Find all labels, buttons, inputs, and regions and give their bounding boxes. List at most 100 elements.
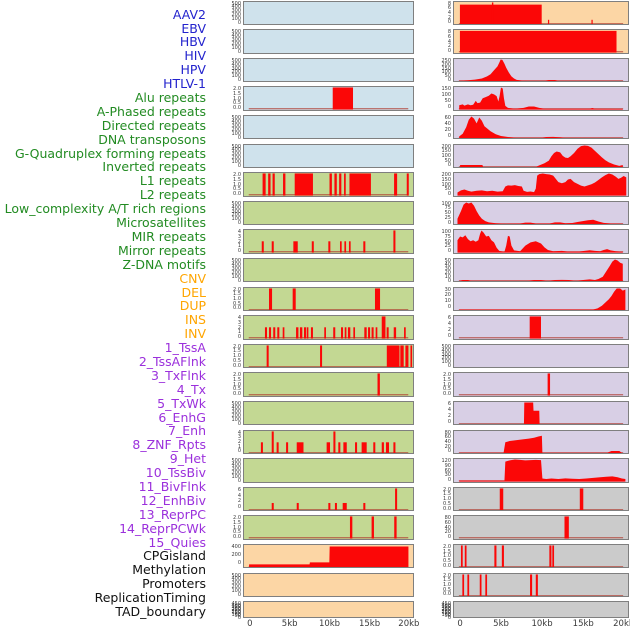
y-tick-label: 0 xyxy=(237,504,241,511)
y-tick-label: 400 xyxy=(231,462,241,469)
y-tick-label: 50 xyxy=(444,210,451,217)
y-tick-label: 1.0 xyxy=(233,524,241,531)
y-tick-label: 2.0 xyxy=(443,543,451,550)
y-tick-label: 2 xyxy=(447,43,451,50)
track-label: Promoters xyxy=(142,576,206,592)
y-tick-label: 500 xyxy=(231,200,241,207)
track-panel xyxy=(243,543,414,569)
track-panel xyxy=(453,343,629,369)
y-tick-label: 0 xyxy=(447,363,451,370)
y-axis-ticks: 2.0 1.5 1.0 0.5 0.0 xyxy=(214,372,241,397)
y-tick-label: 300 xyxy=(231,151,241,158)
y-tick-label: 150 xyxy=(441,176,451,183)
y-tick-label: 250 xyxy=(441,57,451,64)
track-panel xyxy=(453,458,629,483)
y-tick-label: 0 xyxy=(237,477,241,484)
y-tick-label: 0.0 xyxy=(233,362,241,369)
y-tick-label: 2.0 xyxy=(233,372,241,379)
y-axis-ticks: 2.0 1.5 1.0 0.5 0.0 xyxy=(214,287,241,312)
track-panel xyxy=(453,229,629,254)
track-data-plot xyxy=(458,545,624,568)
track-label: HTLV-1 xyxy=(163,76,206,92)
x-tick-label: 10kb xyxy=(531,618,553,629)
y-tick-label: 1.5 xyxy=(443,577,451,584)
y-tick-label: 0 xyxy=(237,20,241,27)
track-panel xyxy=(453,315,629,340)
y-axis-ticks: 120 90 60 30 0 xyxy=(424,458,451,483)
y-tick-label: 50 xyxy=(444,238,451,245)
y-axis-ticks: 250 200 150 100 50 0 xyxy=(424,57,451,84)
y-tick-label: 0 xyxy=(237,615,241,622)
y-tick-label: 500 xyxy=(231,143,241,150)
y-tick-label: 200 xyxy=(231,469,241,476)
y-tick-label: 0.0 xyxy=(233,190,241,197)
y-tick-label: 0 xyxy=(447,162,451,169)
track-panel xyxy=(453,486,629,512)
track-label: Directed repeats xyxy=(101,117,206,133)
track-label: ReplicationTiming xyxy=(94,590,206,606)
y-tick-label: 2.0 xyxy=(443,572,451,579)
y-tick-label: 200 xyxy=(441,143,451,150)
y-tick-label: 100 xyxy=(231,273,241,280)
y-tick-label: 100 xyxy=(231,216,241,223)
y-tick-label: 4 xyxy=(237,315,241,322)
track-panel xyxy=(453,114,629,140)
y-tick-label: 300 xyxy=(231,208,241,215)
y-tick-label: 0 xyxy=(237,333,241,340)
y-tick-label: 0 xyxy=(237,48,241,55)
y-tick-label: 400 xyxy=(231,33,241,40)
y-tick-label: 1.0 xyxy=(233,381,241,388)
y-tick-label: 60 xyxy=(444,434,451,441)
y-axis-ticks: 2.0 1.5 1.0 0.5 0.0 xyxy=(424,372,451,397)
y-tick-label: 6 xyxy=(447,5,451,12)
y-tick-label: 25 xyxy=(444,214,451,221)
track-label: Microsatellites xyxy=(116,215,206,231)
y-tick-label: 200 xyxy=(231,155,241,162)
y-tick-label: 500 xyxy=(231,57,241,64)
y-tick-label: 1.5 xyxy=(233,377,241,384)
y-tick-label: 100 xyxy=(231,130,241,137)
y-axis-ticks: 100 75 50 25 0 xyxy=(424,201,451,226)
y-tick-label: 400 xyxy=(231,4,241,11)
y-tick-label: 400 xyxy=(231,118,241,125)
y-tick-label: 0 xyxy=(237,448,241,455)
track-panel xyxy=(243,400,414,426)
y-tick-label: 4 xyxy=(447,9,451,16)
track-label: TAD_boundary xyxy=(115,603,206,619)
y-tick-label: 40 xyxy=(444,524,451,531)
track-data-plot xyxy=(244,30,413,53)
y-tick-label: 100 xyxy=(231,588,241,595)
y-tick-label: 0.0 xyxy=(443,505,451,512)
y-tick-label: 100 xyxy=(441,359,451,366)
track-panel xyxy=(243,257,414,283)
y-tick-label: 0 xyxy=(237,134,241,141)
y-tick-label: 40 xyxy=(444,438,451,445)
y-tick-label: 6 xyxy=(447,400,451,407)
y-tick-label: 0.5 xyxy=(233,529,241,536)
track-panel xyxy=(453,29,629,54)
y-axis-ticks: 2.0 1.5 1.0 0.5 0.0 xyxy=(214,344,241,369)
x-axis-labels: 0 5kb 10kb 15kb 20kb xyxy=(453,618,630,630)
y-axis-ticks: 2.0 1.5 1.0 0.5 0.0 xyxy=(214,515,241,540)
y-tick-label: 100 xyxy=(231,416,241,423)
y-tick-label: 300 xyxy=(231,465,241,472)
track-label: HIV xyxy=(184,48,206,64)
y-tick-label: 0 xyxy=(237,220,241,227)
y-tick-label: 100 xyxy=(441,152,451,159)
track-label: 1_TssA xyxy=(164,340,206,356)
y-tick-label: 200 xyxy=(441,61,451,68)
y-tick-label: 20 xyxy=(444,292,451,299)
y-tick-label: 400 xyxy=(441,347,451,354)
y-axis-ticks: 500 400 300 200 100 0 xyxy=(214,458,241,484)
track-data-plot xyxy=(244,574,413,597)
y-tick-label: 1.5 xyxy=(443,548,451,555)
y-tick-label: 200 xyxy=(441,355,451,362)
y-tick-label: 20 xyxy=(444,269,451,276)
y-tick-label: 2 xyxy=(447,412,451,419)
y-tick-label: 0 xyxy=(447,19,451,26)
y-tick-label: 500 xyxy=(231,29,241,36)
y-tick-label: 1 xyxy=(237,443,241,450)
track-panel xyxy=(243,286,414,312)
track-data-plot xyxy=(457,230,624,253)
track-data-plot xyxy=(244,2,413,25)
